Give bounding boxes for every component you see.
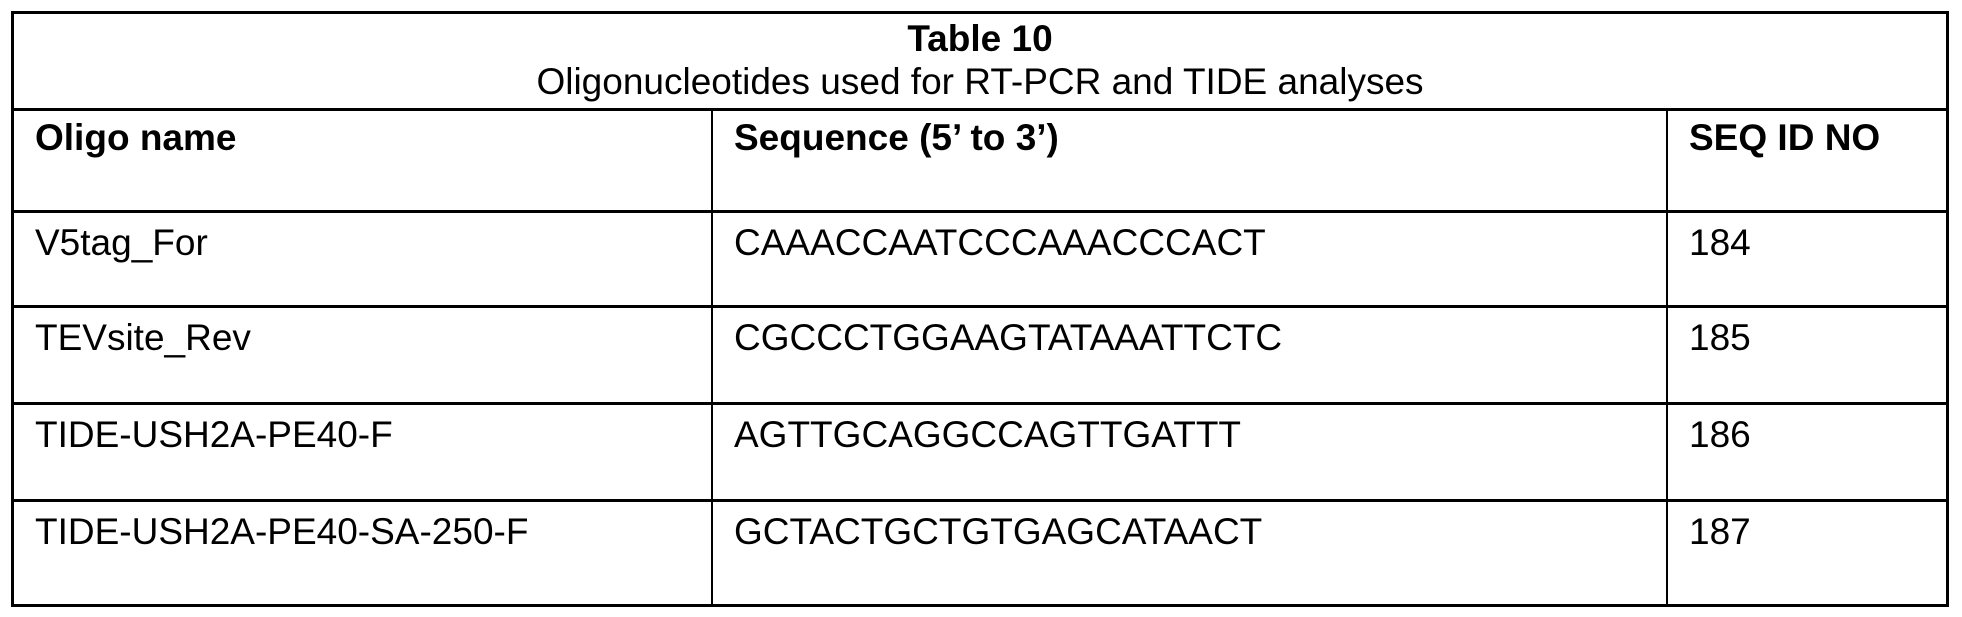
table-header-row: Oligo name Sequence (5’ to 3’) SEQ ID NO bbox=[14, 108, 1946, 213]
table-title: Table 10 bbox=[14, 17, 1946, 61]
sequence-cell: CAAACCAATCCCAAACCCACT bbox=[713, 213, 1668, 305]
column-header-seq-id: SEQ ID NO bbox=[1668, 108, 1946, 210]
table-row: V5tag_For CAAACCAATCCCAAACCCACT 184 bbox=[14, 213, 1946, 308]
sequence-cell: CGCCCTGGAAGTATAAATTCTC bbox=[713, 308, 1668, 402]
oligo-name-cell: TIDE-USH2A-PE40-SA-250-F bbox=[14, 502, 713, 604]
seq-id-cell: 186 bbox=[1668, 405, 1946, 499]
table-row: TIDE-USH2A-PE40-SA-250-F GCTACTGCTGTGAGC… bbox=[14, 502, 1946, 604]
oligo-name-cell: V5tag_For bbox=[14, 213, 713, 305]
table-row: TIDE-USH2A-PE40-F AGTTGCAGGCCAGTTGATTT 1… bbox=[14, 405, 1946, 502]
seq-id-cell: 187 bbox=[1668, 502, 1946, 604]
oligo-name-cell: TEVsite_Rev bbox=[14, 308, 713, 402]
seq-id-cell: 185 bbox=[1668, 308, 1946, 402]
sequence-cell: GCTACTGCTGTGAGCATAACT bbox=[713, 502, 1668, 604]
oligonucleotide-table: Table 10 Oligonucleotides used for RT-PC… bbox=[11, 11, 1949, 607]
oligo-name-cell: TIDE-USH2A-PE40-F bbox=[14, 405, 713, 499]
column-header-sequence: Sequence (5’ to 3’) bbox=[713, 108, 1668, 210]
seq-id-cell: 184 bbox=[1668, 213, 1946, 305]
table-subtitle: Oligonucleotides used for RT-PCR and TID… bbox=[14, 61, 1946, 103]
column-header-oligo-name: Oligo name bbox=[14, 108, 713, 210]
sequence-cell: AGTTGCAGGCCAGTTGATTT bbox=[713, 405, 1668, 499]
table-caption: Table 10 Oligonucleotides used for RT-PC… bbox=[14, 14, 1946, 111]
table-row: TEVsite_Rev CGCCCTGGAAGTATAAATTCTC 185 bbox=[14, 308, 1946, 405]
